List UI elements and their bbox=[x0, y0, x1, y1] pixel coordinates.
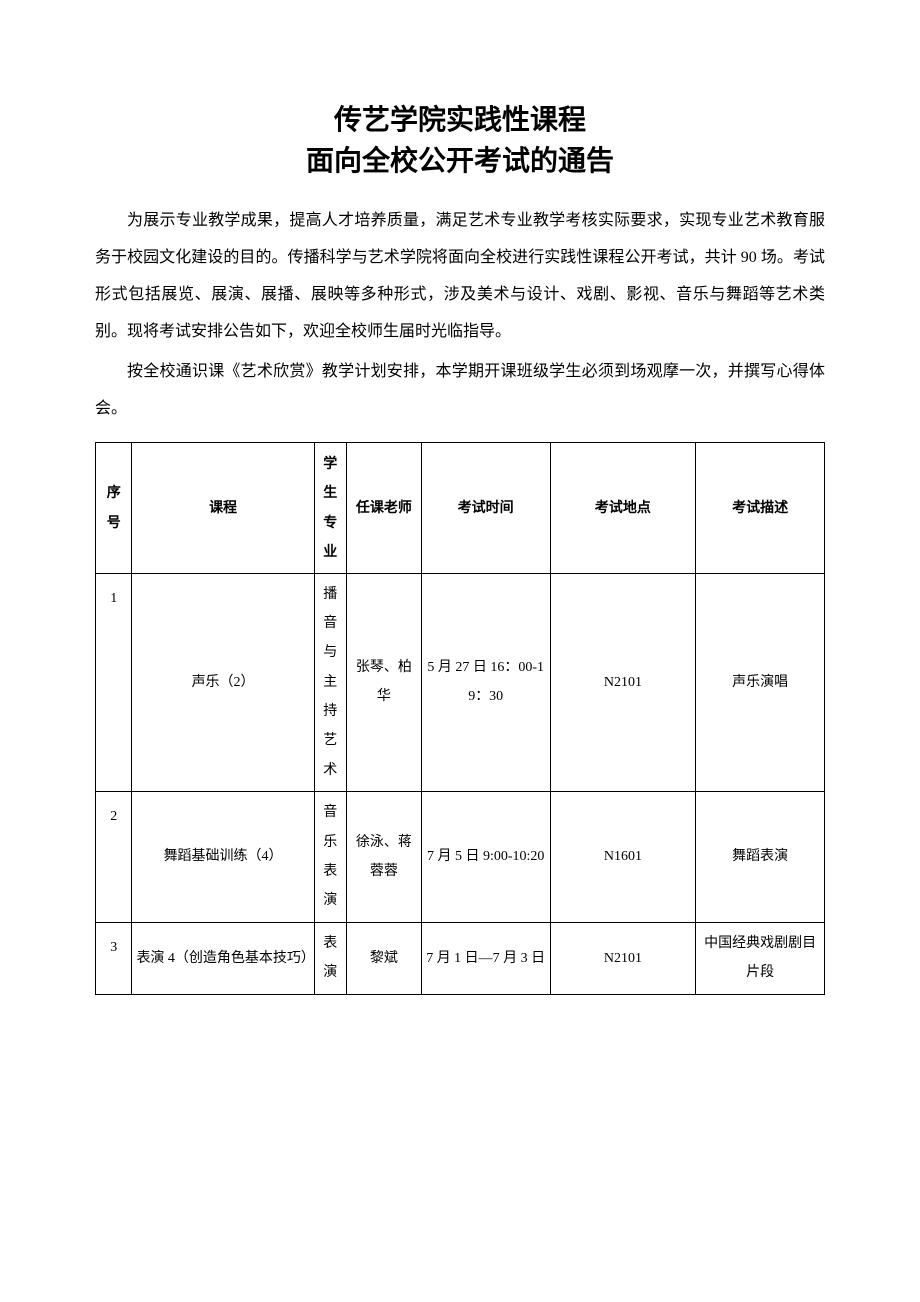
notice-title: 传艺学院实践性课程 面向全校公开考试的通告 bbox=[95, 100, 825, 181]
col-major: 学生专业 bbox=[314, 442, 346, 573]
cell-major: 播音与主持艺术 bbox=[314, 573, 346, 792]
table-header-row: 序号 课程 学生专业 任课老师 考试时间 考试地点 考试描述 bbox=[96, 442, 825, 573]
cell-idx: 1 bbox=[96, 573, 132, 792]
col-time: 考试时间 bbox=[421, 442, 550, 573]
table-row: 2 舞蹈基础训练（4） 音乐表演 徐泳、蒋蓉蓉 7 月 5 日 9:00-10:… bbox=[96, 792, 825, 923]
table-row: 3 表演 4（创造角色基本技巧） 表演 黎斌 7 月 1 日—7 月 3 日 N… bbox=[96, 922, 825, 994]
cell-place: N2101 bbox=[550, 922, 696, 994]
table-row: 1 声乐（2） 播音与主持艺术 张琴、柏华 5 月 27 日 16：00-19：… bbox=[96, 573, 825, 792]
title-line-1: 传艺学院实践性课程 bbox=[95, 100, 825, 141]
paragraph-2: 按全校通识课《艺术欣赏》教学计划安排，本学期开课班级学生必须到场观摩一次，并撰写… bbox=[95, 354, 825, 428]
paragraph-1: 为展示专业教学成果，提高人才培养质量，满足艺术专业教学考核实际要求，实现专业艺术… bbox=[95, 203, 825, 350]
cell-idx: 3 bbox=[96, 922, 132, 994]
cell-course: 舞蹈基础训练（4） bbox=[132, 792, 314, 923]
cell-desc: 声乐演唱 bbox=[696, 573, 825, 792]
cell-major: 表演 bbox=[314, 922, 346, 994]
col-teacher: 任课老师 bbox=[346, 442, 421, 573]
cell-desc: 舞蹈表演 bbox=[696, 792, 825, 923]
cell-time: 7 月 5 日 9:00-10:20 bbox=[421, 792, 550, 923]
cell-desc: 中国经典戏剧剧目片段 bbox=[696, 922, 825, 994]
col-course: 课程 bbox=[132, 442, 314, 573]
cell-course: 声乐（2） bbox=[132, 573, 314, 792]
cell-time: 5 月 27 日 16：00-19：30 bbox=[421, 573, 550, 792]
cell-teacher: 张琴、柏华 bbox=[346, 573, 421, 792]
cell-place: N2101 bbox=[550, 573, 696, 792]
cell-idx: 2 bbox=[96, 792, 132, 923]
col-idx: 序号 bbox=[96, 442, 132, 573]
exam-schedule-table: 序号 课程 学生专业 任课老师 考试时间 考试地点 考试描述 1 声乐（2） 播… bbox=[95, 442, 825, 995]
cell-teacher: 徐泳、蒋蓉蓉 bbox=[346, 792, 421, 923]
cell-major: 音乐表演 bbox=[314, 792, 346, 923]
col-desc: 考试描述 bbox=[696, 442, 825, 573]
cell-time: 7 月 1 日—7 月 3 日 bbox=[421, 922, 550, 994]
title-line-2: 面向全校公开考试的通告 bbox=[95, 141, 825, 182]
cell-teacher: 黎斌 bbox=[346, 922, 421, 994]
cell-place: N1601 bbox=[550, 792, 696, 923]
cell-course: 表演 4（创造角色基本技巧） bbox=[132, 922, 314, 994]
col-place: 考试地点 bbox=[550, 442, 696, 573]
